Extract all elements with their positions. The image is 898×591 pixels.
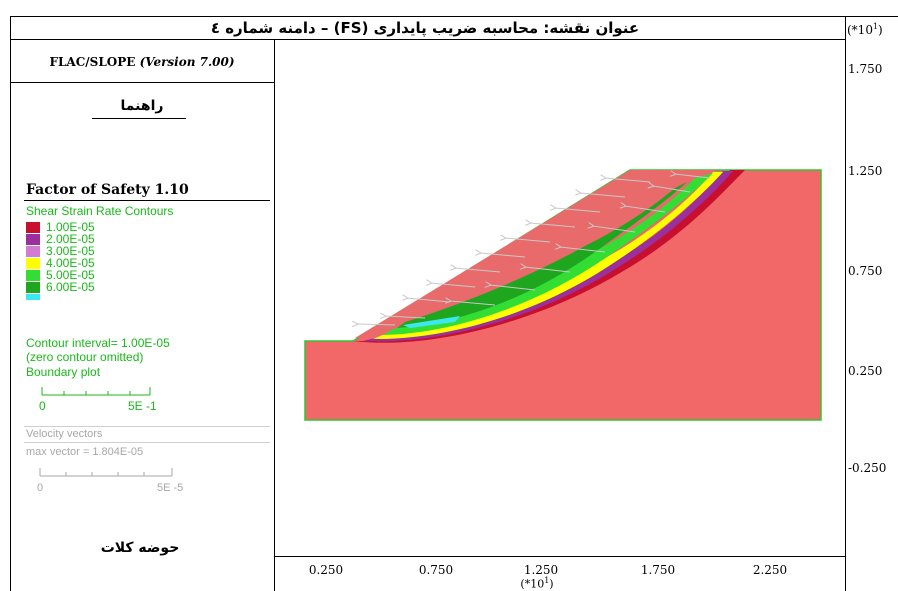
x-scale-factor: (*101) (520, 576, 554, 591)
y-tick-label: 0.250 (848, 364, 883, 378)
factor-of-safety: Factor of Safety 1.10 (26, 182, 189, 198)
legend-panel: FLAC/SLOPE (Version 7.00) راهنما Factor … (10, 40, 274, 586)
contour-interval: Contour interval= 1.00E-05 (26, 336, 170, 350)
basin-label: حوضه کلات (100, 540, 180, 556)
legend-label: 1.00E-05 (46, 220, 95, 234)
software-name: FLAC/SLOPE (49, 55, 136, 69)
velocity-vectors (357, 174, 711, 325)
boundary-scale-max: 5E -1 (128, 399, 157, 413)
legend-label: 3.00E-05 (46, 244, 95, 258)
map-title: عنوان نقشه: محاسبه ضریب پایداری (FS) – د… (210, 19, 640, 37)
plot-right-line (845, 16, 846, 591)
velocity-title: Velocity vectors (26, 428, 103, 440)
y-tick-label: 1.250 (848, 164, 883, 178)
boundary-scale-bar (41, 387, 151, 396)
legend-label: 4.00E-05 (46, 256, 95, 270)
y-tick-label: 1.750 (848, 62, 883, 76)
panel-right-line (274, 39, 275, 591)
legend-swatch (26, 258, 40, 269)
max-vector: max vector = 1.804E-05 (26, 446, 144, 458)
version-divider (10, 82, 274, 83)
x-tick-label: 0.750 (418, 563, 454, 577)
legend-swatch (26, 246, 40, 257)
y-tick-label: -0.250 (848, 461, 887, 475)
velocity-scale-max: 5E -5 (157, 482, 184, 494)
velocity-divider (24, 426, 270, 427)
sliding-mass (355, 170, 715, 338)
x-tick-label: 0.250 (308, 563, 344, 577)
fos-divider (24, 200, 270, 201)
x-tick-label: 1.750 (640, 563, 676, 577)
boundary-plot-label: Boundary plot (26, 365, 101, 379)
guide-underline (92, 118, 186, 119)
velocity-scale-bar (39, 468, 173, 477)
legend-label: 2.00E-05 (46, 232, 95, 246)
frame-left-line (10, 16, 11, 591)
version-number: (Version 7.00) (139, 55, 235, 69)
x-tick-label: 1.250 (523, 563, 559, 577)
legend-swatch (26, 234, 40, 245)
velocity-scale-min: 0 (37, 482, 44, 494)
legend-label: 5.00E-05 (46, 268, 95, 282)
y-tick-label: 0.750 (848, 264, 883, 278)
contour-title: Shear Strain Rate Contours (26, 204, 174, 218)
legend-swatch (26, 270, 40, 281)
plot-bottom-line (274, 556, 845, 557)
slope-plot (304, 169, 822, 421)
velocity-title-divider (24, 442, 270, 443)
zero-contour-note: (zero contour omitted) (26, 350, 144, 364)
guide-label: راهنما (120, 98, 164, 114)
frame-top-line (10, 16, 898, 17)
legend-swatch (26, 222, 40, 233)
y-scale-factor: (*101) (847, 22, 883, 37)
legend-label: 6.00E-05 (46, 280, 95, 294)
x-tick-label: 2.250 (752, 563, 788, 577)
boundary-scale-min: 0 (39, 399, 46, 413)
legend-swatch (26, 294, 40, 300)
frame-title-bottom (10, 39, 845, 40)
shear-band-cyan (403, 316, 460, 328)
legend-swatch (26, 282, 40, 293)
software-version: FLAC/SLOPE (Version 7.00) (10, 55, 274, 69)
